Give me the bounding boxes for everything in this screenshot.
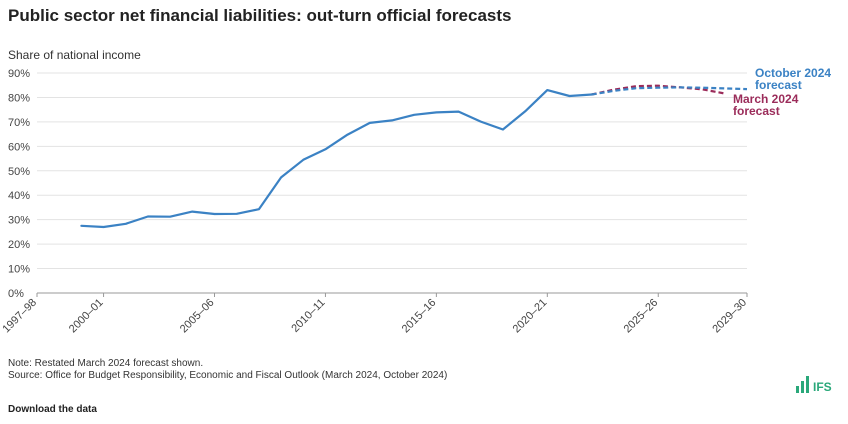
- march-forecast-label-line1: March 2024: [733, 92, 799, 106]
- series-out-turn: [80, 88, 593, 229]
- y-tick-label: 70%: [8, 117, 30, 129]
- y-tick-label: 0%: [8, 288, 24, 300]
- chart-title: Public sector net financial liabilities:…: [8, 6, 512, 25]
- ifs-logo: IFS: [796, 376, 832, 393]
- series-march-2024-forecast: [591, 84, 725, 96]
- x-ticks: 1997–98 2000–01 2005–06 2010–11 2015–16 2020–…: [0, 293, 749, 335]
- x-tick-label: 1997–98: [0, 297, 39, 336]
- gridlines: [37, 72, 747, 294]
- y-tick-label: 30%: [8, 215, 30, 227]
- logo-bar-1: [796, 386, 799, 393]
- y-tick-label: 10%: [8, 264, 30, 276]
- line-chart: Share of national income 0% 10% 20% 30% 40% 5…: [0, 48, 831, 335]
- x-tick-label: 2025–26: [622, 297, 661, 336]
- y-ticks: 0% 10% 20% 30% 40% 50% 60% 70% 80% 90%: [8, 68, 30, 300]
- x-tick-label: 2000–01: [67, 297, 106, 336]
- march-forecast-label-line2: forecast: [733, 104, 780, 118]
- y-tick-label: 20%: [8, 239, 30, 251]
- october-forecast-label-line1: October 2024: [755, 66, 831, 80]
- x-tick-label: 2010–11: [289, 297, 327, 335]
- y-tick-label: 50%: [8, 166, 30, 178]
- x-tick-label: 2020–21: [511, 297, 550, 336]
- series-october-2024-forecast: [591, 86, 748, 96]
- logo-bar-3: [806, 376, 809, 393]
- logo-bar-2: [801, 381, 804, 393]
- y-tick-label: 90%: [8, 68, 30, 80]
- note-text: Note: Restated March 2024 forecast shown…: [8, 358, 204, 369]
- series-lines: [80, 84, 748, 229]
- october-forecast-label-line2: forecast: [755, 78, 802, 92]
- x-tick-label: 2005–06: [178, 297, 217, 336]
- y-tick-label: 40%: [8, 190, 30, 202]
- x-tick-label: 2029–30: [710, 297, 749, 336]
- source-text: Source: Office for Budget Responsibility…: [8, 370, 448, 381]
- logo-text: IFS: [813, 380, 832, 394]
- y-tick-label: 80%: [8, 92, 30, 104]
- chart-notes: Note: Restated March 2024 forecast shown…: [8, 358, 447, 382]
- download-data-link[interactable]: Download the data: [8, 404, 97, 415]
- y-axis-label: Share of national income: [8, 48, 141, 62]
- y-tick-label: 60%: [8, 141, 30, 153]
- x-tick-label: 2015–16: [400, 297, 439, 336]
